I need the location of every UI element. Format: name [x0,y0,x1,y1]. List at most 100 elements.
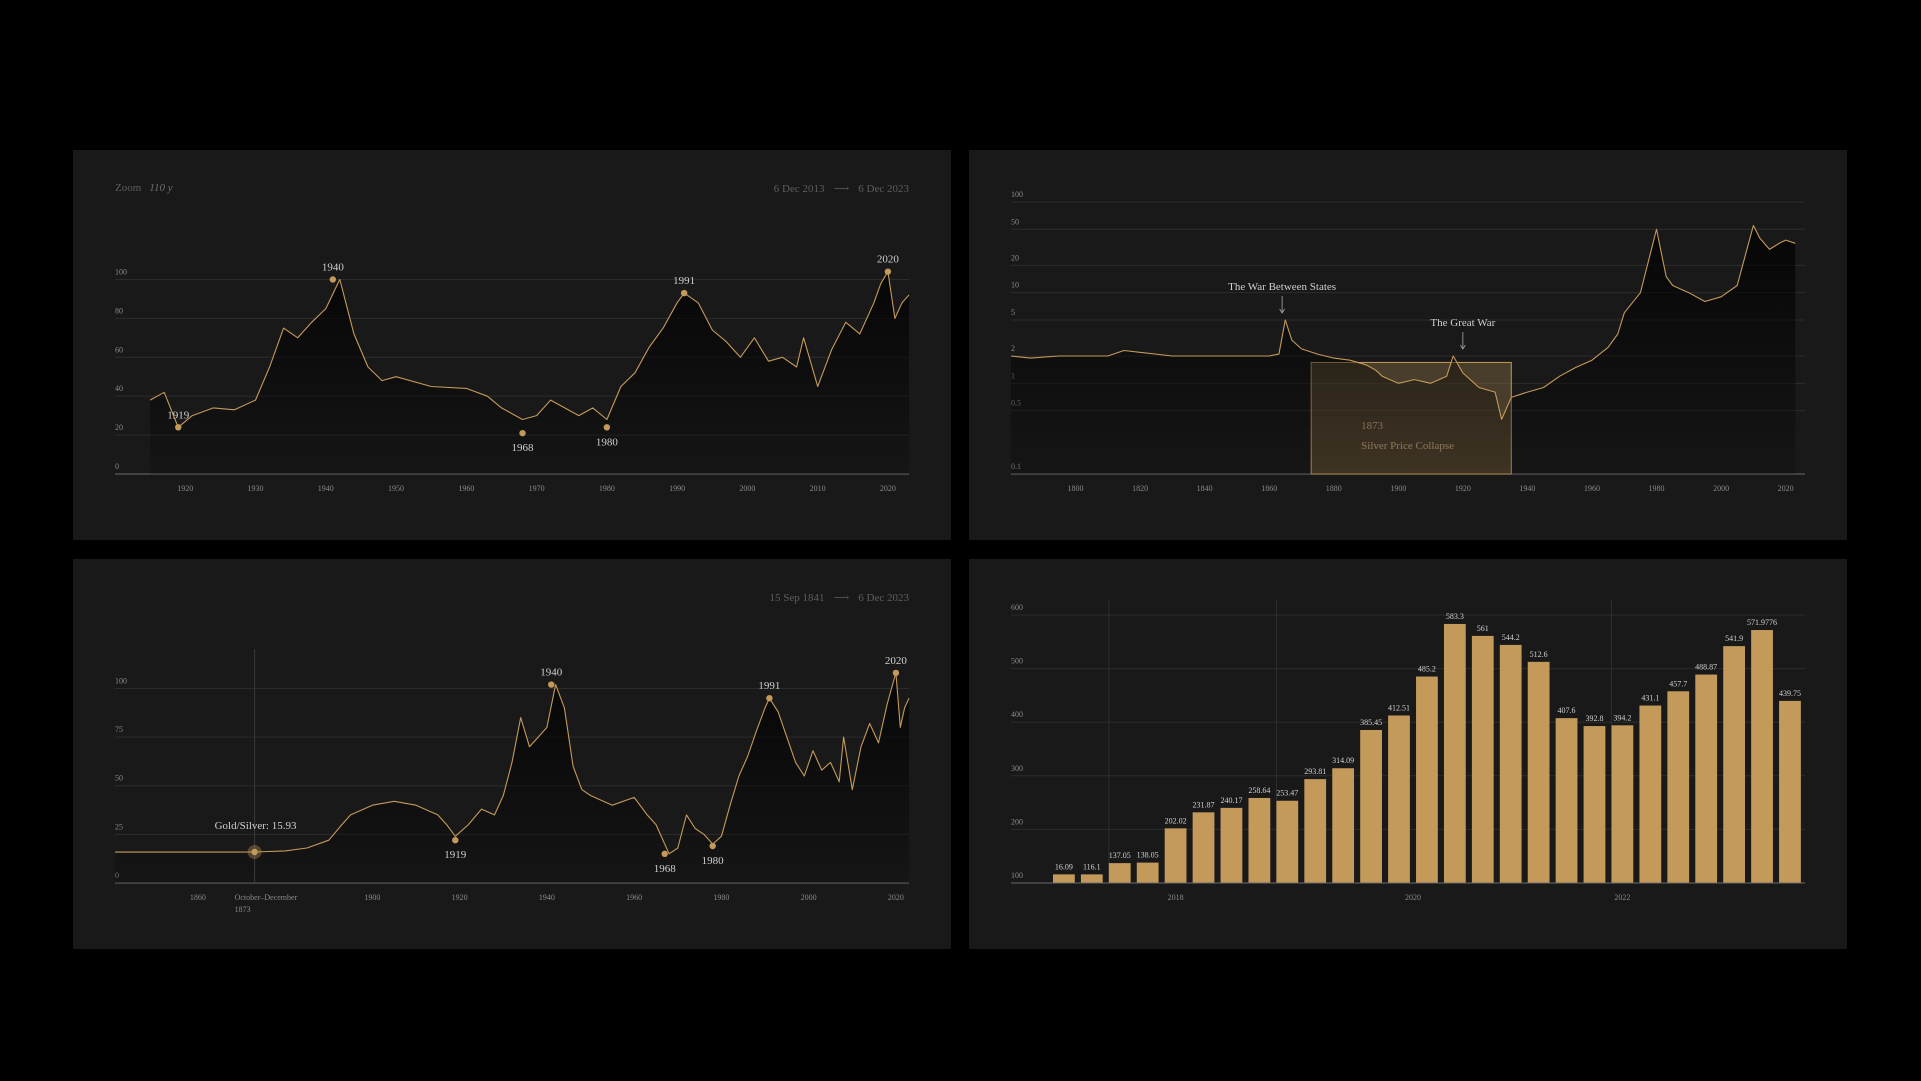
bar-chart-svg[interactable]: 100 200 300 400 500 600 16.09 116.1 137.05 138.05… [969,559,1847,949]
bar-value-label: 544.2 [1502,633,1520,642]
series-line [115,672,910,855]
y-tick-label: 100 [1011,190,1023,199]
price-chart-panel-110y: Zoom 110 y 6 Dec 2013 ⟶ 6 Dec 2023 0 20 40 60 8… [73,150,951,540]
arrow-head-icon [1279,308,1285,314]
bar [1695,674,1718,883]
x-tick-label: 2020 [888,893,904,902]
x-tick-label: 1920 [1455,484,1471,493]
x-tick-label: 2020 [880,484,896,493]
bar [1443,623,1466,883]
x-tick-label: 2000 [801,893,817,902]
bar [1499,644,1522,883]
y-tick-label: 50 [1011,217,1019,226]
marker-dot [251,848,258,856]
bar [1332,768,1355,883]
bar-chart-panel: 100 200 300 400 500 600 16.09 116.1 137.05 138.05… [969,559,1847,949]
annotation-dot [519,429,526,437]
date-range[interactable]: 6 Dec 2013 ⟶ 6 Dec 2023 [774,182,909,195]
date-range[interactable]: 15 Sep 1841 ⟶ 6 Dec 2023 [770,591,910,604]
y-tick-label: 100 [1011,871,1023,880]
annotation-dot [680,289,688,297]
log-chart-svg[interactable]: 0.10.51251020501001800182018401860188019… [969,150,1847,540]
annotation-label: 1940 [322,261,345,273]
x-tick-label: 1940 [318,484,334,493]
x-tick-label: 1970 [529,484,545,493]
bar [1416,676,1438,883]
annotation-label: 1980 [596,436,619,448]
annotation-dot [892,669,900,677]
x-tick-label: 2000 [1713,484,1729,493]
x-tick-label: 1860 [190,893,206,902]
x-tick-label: 1960 [458,484,474,493]
y-tick-label: 50 [115,774,123,783]
x-tick-label: 1980 [1649,484,1665,493]
zoom-label: Zoom [115,182,142,194]
bar-value-label: 512.6 [1530,650,1548,659]
bar-value-label: 231.87 [1193,800,1215,809]
x-tick-label: 1930 [248,484,264,493]
annotation-dot [175,424,182,431]
annotation-dot [548,681,555,688]
bar-value-label: 253.47 [1276,789,1298,798]
line-chart-svg[interactable]: 0 20 40 60 80 100 1920 1930 1940 1950 1960 1970 1980… [73,150,951,540]
y-tick-label: 80 [115,306,123,315]
annotation-label: 1991 [673,275,695,287]
y-tick-label: 400 [1011,710,1023,719]
x-tick-label: 2010 [810,484,826,493]
bar-value-label: 293.81 [1304,767,1326,776]
bar-value-label: 583.3 [1446,612,1464,621]
x-tick-label: 1820 [1132,484,1148,493]
x-tick-label: 2018 [1168,893,1184,902]
bar-value-label: 431.1 [1641,694,1659,703]
bar-value-label: 314.09 [1332,756,1354,765]
series-area [150,271,910,474]
bar-value-label: 138.05 [1137,851,1159,860]
bar [1555,718,1578,883]
y-tick-label: 25 [115,822,123,831]
bar [1723,646,1746,883]
series-line [149,271,910,428]
bar [1080,874,1103,883]
bar [1192,812,1215,883]
bar [1527,661,1550,883]
series-line [1010,224,1796,420]
bar [1388,715,1410,883]
annotation-label: 1991 [758,680,780,692]
date-end: 6 Dec 2023 [858,592,909,604]
x-tick-label: 2022 [1614,893,1630,902]
log-chart-panel: 0.10.51251020501001800182018401860188019… [969,150,1847,540]
x-tick-label: 1900 [364,893,380,902]
x-tick-label: 1800 [1068,484,1084,493]
annotation-label: 1919 [167,409,190,421]
bar [1053,874,1075,883]
y-tick-label: 40 [115,384,123,393]
annotation-label: 1940 [540,667,563,679]
bar-value-label: 202.02 [1165,816,1187,825]
bar-value-label: 488.87 [1695,663,1717,672]
annotation-dot [329,276,337,283]
x-tick-label: 1920 [177,484,193,493]
bar [1471,635,1494,883]
annotation-label: 2020 [885,655,908,667]
bar [1639,705,1662,883]
zoom-value: 110 y [149,182,173,194]
x-tick-label: 1860 [1261,484,1277,493]
bar [1667,691,1690,883]
bar-value-label: 561 [1477,624,1489,633]
y-tick-label: 10 [1011,281,1019,290]
bar-value-label: 392.8 [1585,714,1603,723]
y-tick-label: 75 [115,725,123,734]
date-start: 15 Sep 1841 [769,592,825,604]
bar [1611,725,1634,883]
y-tick-label: 100 [115,267,127,276]
y-tick-label: 500 [1011,657,1023,666]
bar-value-label: 385.45 [1360,718,1382,727]
bar-value-label: 439.75 [1779,689,1801,698]
event-annotation: The War Between States [1228,281,1336,293]
ratio-chart-svg[interactable]: 0255075100186019001920194019601980200020… [73,559,951,949]
bar [1248,797,1271,883]
annotation-dot [603,424,611,431]
annotation-label: 1968 [654,863,677,875]
bar-value-label: 407.6 [1558,706,1576,715]
zoom-indicator[interactable]: Zoom 110 y [115,182,173,194]
